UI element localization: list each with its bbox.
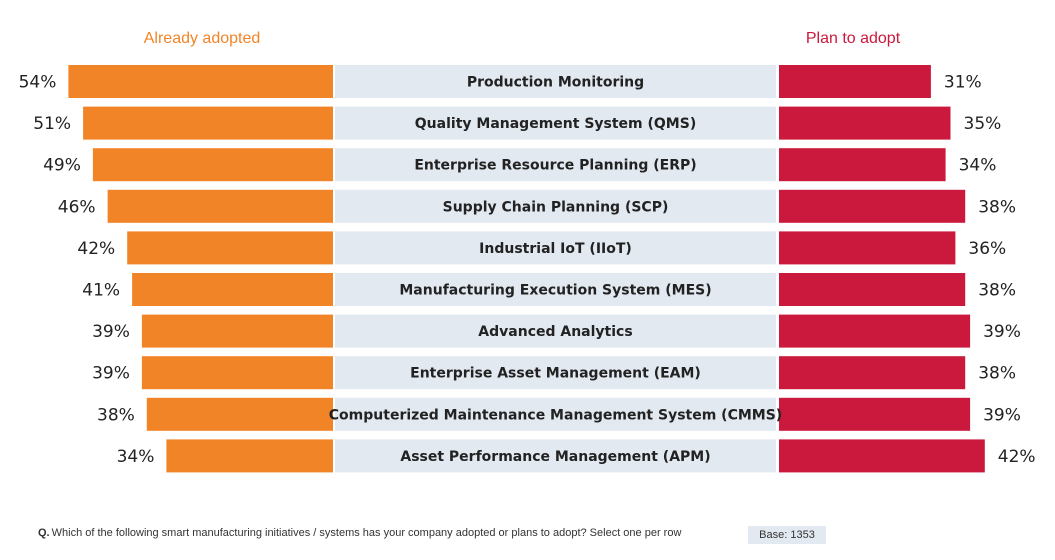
bar-plan-to-adopt bbox=[779, 397, 971, 431]
category-band bbox=[335, 314, 776, 348]
bar-already-adopted bbox=[132, 273, 333, 306]
footer-question: Q. Which of the following smart manufact… bbox=[38, 527, 681, 539]
base-badge: Base: 1353 bbox=[748, 526, 826, 544]
value-label-adopted: 38% bbox=[97, 405, 135, 425]
bar-already-adopted bbox=[107, 189, 333, 223]
value-label-plan: 36% bbox=[968, 239, 1006, 259]
bar-plan-to-adopt bbox=[779, 439, 985, 473]
bar-already-adopted bbox=[127, 231, 333, 265]
chart-rows: Production Monitoring 54% 31% Quality Manag… bbox=[19, 65, 1036, 473]
bar-plan-to-adopt bbox=[779, 106, 951, 140]
bar-plan-to-adopt bbox=[779, 148, 946, 182]
bar-plan-to-adopt bbox=[779, 273, 966, 306]
value-label-plan: 31% bbox=[944, 73, 982, 93]
bar-already-adopted bbox=[141, 356, 333, 390]
category-band bbox=[335, 439, 776, 473]
value-label-plan: 38% bbox=[978, 197, 1016, 217]
bar-already-adopted bbox=[146, 397, 333, 431]
value-label-adopted: 34% bbox=[117, 447, 155, 467]
category-band bbox=[335, 231, 776, 265]
category-label: Manufacturing Execution System (MES) bbox=[399, 283, 711, 299]
bar-plan-to-adopt bbox=[779, 231, 956, 265]
bar-plan-to-adopt bbox=[779, 65, 931, 98]
bar-plan-to-adopt bbox=[779, 314, 971, 348]
value-label-plan: 39% bbox=[983, 405, 1021, 425]
value-label-plan: 39% bbox=[983, 322, 1021, 342]
category-label: Asset Performance Management (APM) bbox=[400, 449, 710, 465]
value-label-adopted: 39% bbox=[92, 364, 130, 384]
value-label-adopted: 39% bbox=[92, 322, 130, 342]
bar-already-adopted bbox=[166, 439, 333, 473]
bar-plan-to-adopt bbox=[779, 356, 966, 390]
category-label: Computerized Maintenance Management Syst… bbox=[329, 407, 782, 423]
category-label: Quality Management System (QMS) bbox=[415, 116, 696, 132]
category-band bbox=[335, 356, 776, 390]
category-band bbox=[335, 273, 776, 306]
category-label: Enterprise Resource Planning (ERP) bbox=[414, 158, 696, 174]
category-band bbox=[335, 148, 776, 182]
category-band bbox=[335, 397, 776, 431]
legend-already-adopted: Already adopted bbox=[144, 30, 261, 47]
value-label-adopted: 49% bbox=[43, 156, 81, 176]
value-label-adopted: 51% bbox=[33, 114, 71, 134]
category-band bbox=[335, 65, 776, 98]
question-text: Which of the following smart manufacturi… bbox=[51, 527, 682, 539]
bar-already-adopted bbox=[83, 106, 333, 140]
diverging-bar-chart: Already adopted Plan to adopt Production… bbox=[19, 30, 1036, 473]
bar-already-adopted bbox=[92, 148, 334, 182]
value-label-plan: 35% bbox=[964, 114, 1002, 134]
category-band bbox=[335, 106, 776, 140]
value-label-plan: 42% bbox=[998, 447, 1036, 467]
value-label-adopted: 54% bbox=[19, 73, 57, 93]
bar-already-adopted bbox=[141, 314, 333, 348]
legend-plan-to-adopt: Plan to adopt bbox=[806, 30, 901, 47]
category-label: Production Monitoring bbox=[467, 75, 644, 91]
category-band bbox=[335, 189, 776, 223]
value-label-adopted: 41% bbox=[82, 281, 120, 301]
bar-plan-to-adopt bbox=[779, 189, 966, 223]
category-label: Supply Chain Planning (SCP) bbox=[443, 199, 669, 215]
bar-already-adopted bbox=[68, 65, 334, 98]
value-label-adopted: 46% bbox=[58, 197, 96, 217]
value-label-adopted: 42% bbox=[77, 239, 115, 259]
value-label-plan: 38% bbox=[978, 281, 1016, 301]
value-label-plan: 38% bbox=[978, 364, 1016, 384]
question-marker: Q. bbox=[38, 527, 50, 539]
value-label-plan: 34% bbox=[959, 156, 997, 176]
category-label: Advanced Analytics bbox=[478, 324, 632, 340]
category-label: Enterprise Asset Management (EAM) bbox=[410, 366, 701, 382]
base-text: Base: 1353 bbox=[759, 529, 815, 541]
category-label: Industrial IoT (IIoT) bbox=[479, 241, 632, 257]
